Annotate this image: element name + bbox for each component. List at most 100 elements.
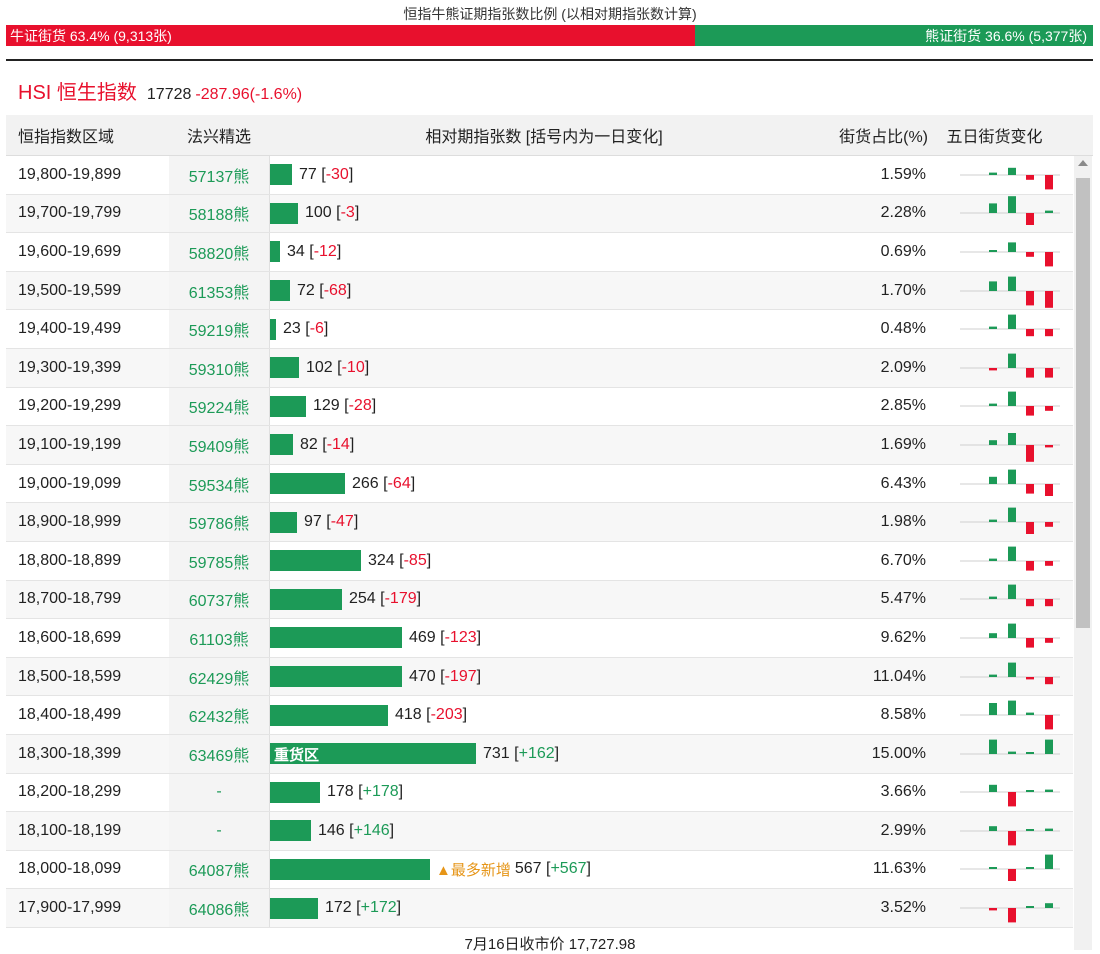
contracts-count: 731 bbox=[483, 744, 510, 762]
bracket-close: ] bbox=[426, 551, 432, 569]
range-cell: 19,600-19,699 bbox=[18, 242, 122, 260]
contracts-count: 102 bbox=[306, 358, 333, 376]
sparkline-bar bbox=[989, 326, 997, 330]
sparkline-bar bbox=[989, 826, 997, 831]
header-divider bbox=[6, 59, 1093, 61]
sparkline-bar bbox=[1008, 908, 1016, 923]
sparkline-svg bbox=[960, 432, 1060, 462]
daily-change: -123 bbox=[444, 628, 477, 646]
pick-link[interactable]: 64087熊 bbox=[169, 850, 269, 889]
scroll-up-arrow-icon[interactable] bbox=[1078, 160, 1088, 166]
table-header: 恒指指数区域 法兴精选 相对期指张数 [括号内为一日变化] 街货占比(%) 五日… bbox=[6, 115, 1093, 156]
sparkline-bar bbox=[1045, 560, 1053, 566]
bracket-close: ] bbox=[410, 474, 416, 492]
pick-link[interactable]: 58188熊 bbox=[169, 194, 269, 233]
sparkline-svg bbox=[960, 584, 1060, 607]
five-day-sparkline bbox=[932, 426, 1072, 464]
sparkline-svg bbox=[960, 623, 1060, 648]
bracket-open: [ bbox=[332, 358, 342, 376]
pick-link[interactable]: 58820熊 bbox=[169, 233, 269, 271]
contracts-cell: 172 [+172] bbox=[269, 889, 812, 927]
five-day-sparkline bbox=[932, 581, 1072, 619]
scroll-thumb[interactable] bbox=[1076, 178, 1090, 628]
sparkline-svg bbox=[960, 903, 1060, 923]
pick-link[interactable]: 59786熊 bbox=[169, 503, 269, 541]
pick-link[interactable]: 60737熊 bbox=[169, 580, 269, 619]
contracts-cell: 469 [-123] bbox=[269, 619, 812, 657]
sparkline-bar bbox=[1008, 469, 1016, 484]
bracket-open: [ bbox=[339, 397, 349, 415]
sparkline-svg bbox=[960, 196, 1060, 226]
bracket-open: [ bbox=[351, 899, 361, 917]
contracts-text: 100 [-3] bbox=[305, 204, 359, 222]
sparkline-bar bbox=[1008, 546, 1016, 561]
contracts-bar bbox=[270, 820, 311, 842]
pick-link[interactable]: 59534熊 bbox=[169, 464, 269, 503]
share-cell: 6.70% bbox=[880, 551, 926, 569]
contracts-bar bbox=[270, 395, 306, 417]
pick-link[interactable]: 61103熊 bbox=[169, 619, 269, 657]
bracket-open: [ bbox=[300, 320, 310, 338]
pick-link[interactable]: 59219熊 bbox=[169, 310, 269, 348]
sparkline-svg bbox=[960, 700, 1060, 730]
sparkline-bar bbox=[989, 596, 997, 600]
sparkline-bar bbox=[989, 703, 997, 716]
contracts-bar bbox=[270, 858, 430, 880]
contracts-bar bbox=[270, 627, 402, 649]
sparkline-bar bbox=[989, 367, 997, 371]
bracket-open: [ bbox=[304, 242, 314, 260]
five-day-sparkline bbox=[932, 542, 1072, 580]
pick-link[interactable]: 62432熊 bbox=[169, 696, 269, 734]
sparkline-bar bbox=[1026, 483, 1034, 494]
pick-link[interactable]: 59785熊 bbox=[169, 541, 269, 580]
contracts-count: 23 bbox=[283, 320, 301, 338]
pick-link[interactable]: 57137熊 bbox=[169, 156, 269, 194]
daily-change: -3 bbox=[340, 204, 355, 222]
sparkline-bar bbox=[989, 403, 997, 407]
pick-link[interactable]: 64086熊 bbox=[169, 889, 269, 927]
sparkline-bar bbox=[1008, 391, 1016, 407]
pick-link[interactable]: 63469熊 bbox=[169, 734, 269, 773]
contracts-count: 324 bbox=[368, 551, 395, 569]
five-day-sparkline bbox=[932, 156, 1072, 194]
sparkline-bar bbox=[1008, 314, 1016, 330]
vertical-scrollbar[interactable] bbox=[1074, 156, 1092, 950]
sparkline-bar bbox=[989, 739, 997, 754]
sparkline-bar bbox=[1045, 715, 1053, 730]
contracts-count: 146 bbox=[318, 821, 345, 839]
sparkline-bar bbox=[1045, 828, 1053, 831]
contracts-cell: ▲最多新增 567 [+567] bbox=[269, 850, 812, 889]
share-cell: 0.69% bbox=[880, 242, 926, 260]
table-body: 19,800-19,899 57137熊 77 [-30] 1.59% 19,700-1… bbox=[6, 156, 1073, 928]
pick-link[interactable]: 59224熊 bbox=[169, 387, 269, 426]
range-cell: 19,200-19,299 bbox=[18, 397, 122, 415]
ratio-title: 恒指牛熊证期指张数比例 (以相对期指张数计算) bbox=[403, 6, 697, 22]
contracts-count: 178 bbox=[327, 783, 354, 801]
sparkline-bar bbox=[1008, 623, 1016, 638]
bracket-close: ] bbox=[364, 358, 370, 376]
contracts-count: 97 bbox=[304, 513, 322, 531]
sparkline-bar bbox=[1008, 869, 1016, 882]
table-row: 19,700-19,799 58188熊 100 [-3] 2.28% bbox=[6, 194, 1073, 234]
contracts-text: 97 [-47] bbox=[304, 513, 358, 531]
contracts-text: 77 [-30] bbox=[299, 166, 353, 184]
sparkline-bar bbox=[1026, 522, 1034, 535]
bracket-close: ] bbox=[554, 744, 560, 762]
sparkline-bar bbox=[1008, 276, 1016, 291]
pick-link[interactable]: 61353熊 bbox=[169, 271, 269, 310]
daily-change: -64 bbox=[387, 474, 411, 492]
range-cell: 19,400-19,499 bbox=[18, 320, 122, 338]
table-row: 19,400-19,499 59219熊 23 [-6] 0.48% bbox=[6, 310, 1073, 349]
range-cell: 18,000-18,099 bbox=[18, 860, 122, 878]
pick-link[interactable]: 62429熊 bbox=[169, 657, 269, 696]
pick-link[interactable]: 59310熊 bbox=[169, 348, 269, 387]
share-cell: 3.52% bbox=[880, 899, 926, 917]
index-change: -287.96(-1.6%) bbox=[195, 86, 303, 103]
table-row: 19,300-19,399 59310熊 102 [-10] 2.09% bbox=[6, 348, 1073, 388]
contracts-text: 254 [-179] bbox=[349, 590, 421, 608]
share-cell: 1.70% bbox=[880, 281, 926, 299]
contracts-count: 72 bbox=[297, 281, 315, 299]
sparkline-bar bbox=[1026, 213, 1034, 226]
sparkline-bar bbox=[989, 558, 997, 561]
pick-link[interactable]: 59409熊 bbox=[169, 426, 269, 464]
